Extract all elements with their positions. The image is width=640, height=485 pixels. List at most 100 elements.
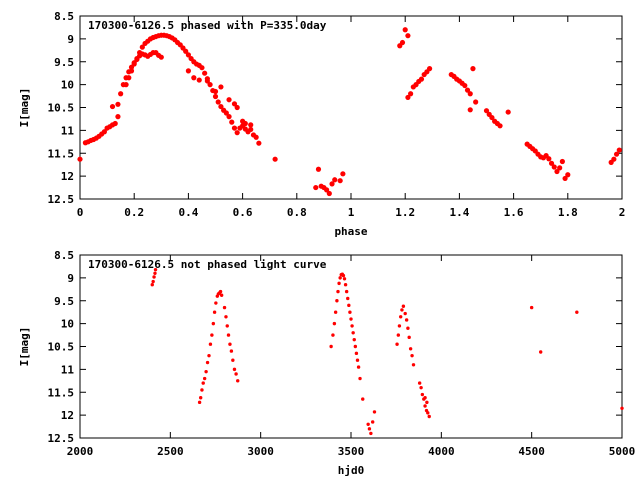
y-tick-label: 12.5: [48, 193, 75, 206]
data-point: [546, 156, 552, 162]
data-point: [152, 275, 156, 279]
data-point: [207, 353, 211, 358]
data-point: [407, 335, 411, 340]
data-point: [400, 308, 404, 312]
data-point: [343, 283, 348, 287]
data-point: [115, 101, 121, 107]
data-point: [153, 271, 157, 275]
data-point: [398, 315, 403, 319]
x-tick-label: 1.4: [449, 206, 469, 219]
x-tick-label: 2: [619, 206, 626, 219]
data-point: [613, 151, 620, 157]
data-point: [497, 123, 503, 129]
data-point: [324, 187, 330, 193]
data-point: [420, 392, 425, 397]
data-point: [411, 363, 416, 367]
data-point: [207, 82, 213, 88]
data-point: [212, 93, 219, 100]
data-point: [483, 108, 490, 114]
data-point: [231, 101, 238, 107]
data-point: [462, 82, 468, 89]
data-point: [423, 396, 427, 400]
data-point: [473, 99, 479, 105]
x-tick-label: 4500: [518, 445, 545, 458]
x-tick-label: 2000: [67, 445, 94, 458]
data-point: [222, 305, 227, 310]
data-point: [131, 61, 137, 67]
data-point: [218, 103, 224, 110]
data-point: [215, 99, 221, 105]
data-point: [231, 358, 235, 362]
y-tick-label: 10.5: [48, 102, 75, 115]
data-point: [234, 104, 240, 111]
data-point: [242, 120, 248, 127]
data-point: [183, 48, 189, 54]
data-point: [151, 279, 155, 284]
data-point: [77, 156, 83, 162]
data-point: [557, 165, 563, 171]
data-point: [226, 97, 232, 103]
data-point: [201, 381, 205, 385]
data-point: [158, 54, 164, 60]
data-point: [426, 411, 430, 415]
data-point: [356, 365, 361, 369]
data-point: [139, 44, 145, 50]
data-point: [326, 190, 332, 197]
y-tick-label: 9: [67, 33, 74, 46]
data-point: [109, 103, 116, 110]
data-point: [219, 293, 224, 297]
data-point: [137, 50, 143, 56]
data-point: [333, 310, 338, 314]
data-point: [332, 177, 338, 183]
data-point: [118, 91, 124, 97]
data-point: [366, 422, 370, 426]
data-point: [418, 76, 425, 82]
data-point: [101, 129, 107, 135]
data-point: [404, 318, 409, 322]
data-point: [223, 110, 229, 116]
y-tick-label: 8.5: [54, 10, 74, 23]
data-point: [332, 321, 337, 326]
data-point: [467, 107, 473, 113]
data-point: [212, 310, 217, 314]
data-point: [210, 333, 214, 337]
data-point: [395, 342, 399, 346]
data-point: [202, 70, 208, 76]
data-point: [464, 87, 471, 93]
x-tick-label: 0.4: [178, 206, 198, 219]
data-point: [115, 114, 121, 120]
x-axis-label: phase: [334, 225, 367, 238]
x-tick-label: 1.8: [558, 206, 578, 219]
data-point: [426, 66, 433, 72]
data-point: [226, 114, 232, 120]
data-point: [234, 130, 240, 136]
data-point: [425, 400, 429, 405]
data-point: [529, 305, 534, 310]
data-point: [232, 367, 237, 372]
data-point: [408, 91, 414, 97]
data-point: [372, 410, 377, 414]
y-tick-label: 11.5: [48, 386, 75, 399]
data-point: [218, 289, 223, 294]
data-point: [335, 299, 339, 303]
data-point: [336, 289, 340, 294]
y-tick-label: 11: [61, 124, 75, 137]
data-point: [403, 311, 407, 316]
y-axis-label: I[mag]: [18, 327, 31, 367]
data-point: [361, 397, 365, 401]
data-point: [214, 301, 218, 305]
data-point: [349, 317, 353, 321]
x-axis-label: hjd0: [338, 464, 365, 477]
data-point: [396, 333, 401, 337]
x-tick-label: 3500: [338, 445, 365, 458]
data-point: [611, 156, 617, 162]
data-point: [340, 171, 346, 177]
data-point: [489, 114, 495, 121]
data-point: [256, 140, 262, 146]
data-point: [128, 68, 135, 74]
data-point: [253, 134, 259, 140]
data-point: [419, 385, 423, 390]
data-point: [126, 75, 132, 81]
data-point: [202, 376, 207, 381]
y-tick-label: 12: [61, 170, 74, 183]
